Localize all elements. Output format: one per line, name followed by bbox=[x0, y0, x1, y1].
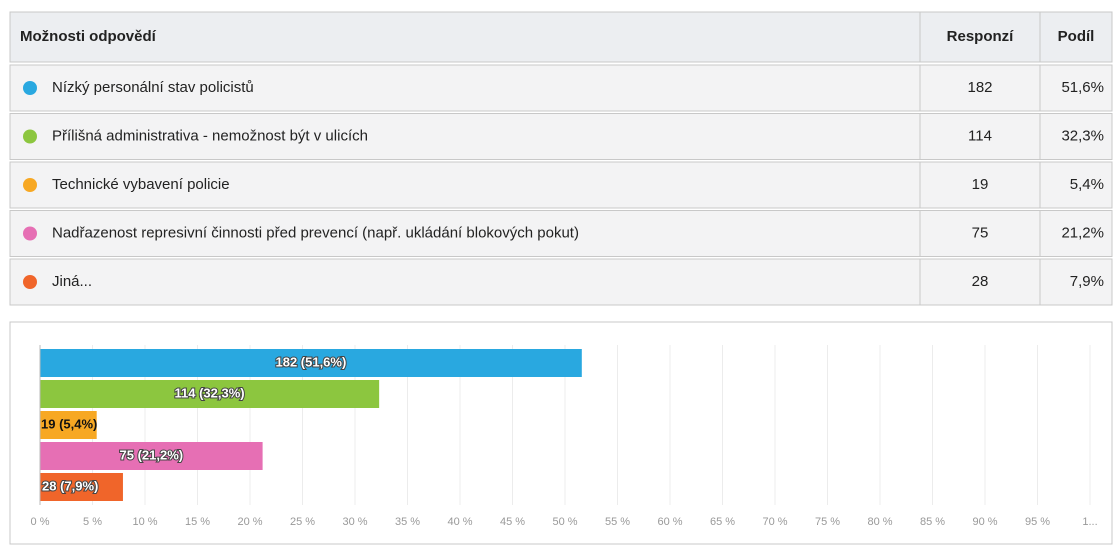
x-tick-label: 75 % bbox=[815, 516, 840, 528]
color-dot bbox=[23, 226, 37, 241]
bar bbox=[40, 380, 380, 408]
x-tick-label: 65 % bbox=[710, 516, 735, 528]
table-row bbox=[9, 64, 1113, 112]
x-tick-label: 70 % bbox=[762, 516, 787, 528]
bar bbox=[40, 442, 263, 470]
row-responses: 75 bbox=[972, 224, 989, 241]
bar-label: 19 (5,4%) bbox=[41, 416, 97, 431]
header-share: Podíl bbox=[1058, 28, 1095, 45]
header-responses: Responzí bbox=[947, 28, 1015, 45]
color-dot bbox=[23, 275, 37, 289]
header-row bbox=[9, 11, 1113, 63]
row-label: Jiná... bbox=[52, 273, 92, 290]
x-tick-label: 35 % bbox=[395, 516, 420, 528]
table-row bbox=[9, 161, 1113, 209]
header-label: Možnosti odpovědí bbox=[20, 28, 157, 45]
row-share: 51,6% bbox=[1061, 79, 1104, 96]
row-label: Technické vybavení policie bbox=[52, 176, 230, 193]
color-dot bbox=[23, 178, 37, 192]
x-tick-label: 30 % bbox=[342, 516, 367, 528]
bar-label: 182 (51,6%) bbox=[275, 354, 346, 369]
x-tick-label: 85 % bbox=[920, 516, 945, 528]
bar bbox=[40, 473, 123, 501]
table-row bbox=[9, 210, 1113, 257]
row-share: 5,4% bbox=[1070, 176, 1104, 193]
x-tick-label: 10 % bbox=[132, 516, 157, 528]
row-share: 32,3% bbox=[1061, 127, 1104, 144]
row-responses: 114 bbox=[968, 127, 992, 144]
x-tick-label: 60 % bbox=[657, 516, 682, 528]
table-row bbox=[9, 258, 1113, 306]
table-row bbox=[9, 113, 1113, 160]
color-dot bbox=[23, 129, 37, 144]
color-dot bbox=[23, 81, 37, 95]
row-share: 7,9% bbox=[1070, 273, 1104, 290]
x-tick-label: 15 % bbox=[185, 516, 210, 528]
row-label: Přílišná administrativa - nemožnost být … bbox=[52, 127, 368, 144]
bar-label: 114 (32,3%) bbox=[175, 385, 245, 400]
row-share: 21,2% bbox=[1061, 224, 1104, 241]
x-tick-label: 5 % bbox=[83, 516, 102, 528]
x-tick-label: 95 % bbox=[1025, 516, 1050, 528]
x-tick-label: 0 % bbox=[31, 516, 50, 528]
row-responses: 28 bbox=[972, 273, 989, 290]
row-label: Nízký personální stav policistů bbox=[52, 79, 254, 96]
x-tick-label: 1... bbox=[1082, 516, 1097, 528]
x-tick-label: 50 % bbox=[552, 516, 577, 528]
x-tick-label: 55 % bbox=[605, 516, 630, 528]
x-tick-label: 40 % bbox=[447, 516, 472, 528]
x-tick-label: 20 % bbox=[237, 516, 262, 528]
x-tick-label: 90 % bbox=[972, 516, 997, 528]
bar bbox=[40, 411, 97, 439]
x-tick-label: 45 % bbox=[500, 516, 525, 528]
bar-label: 75 (21,2%) bbox=[120, 447, 184, 462]
bar-label: 28 (7,9%) bbox=[42, 478, 98, 493]
row-responses: 19 bbox=[972, 176, 989, 193]
bar bbox=[40, 349, 582, 377]
x-tick-label: 80 % bbox=[867, 516, 892, 528]
x-tick-label: 25 % bbox=[290, 516, 315, 528]
row-label: Nadřazenost represivní činnosti před pre… bbox=[52, 224, 579, 241]
row-responses: 182 bbox=[967, 79, 992, 96]
